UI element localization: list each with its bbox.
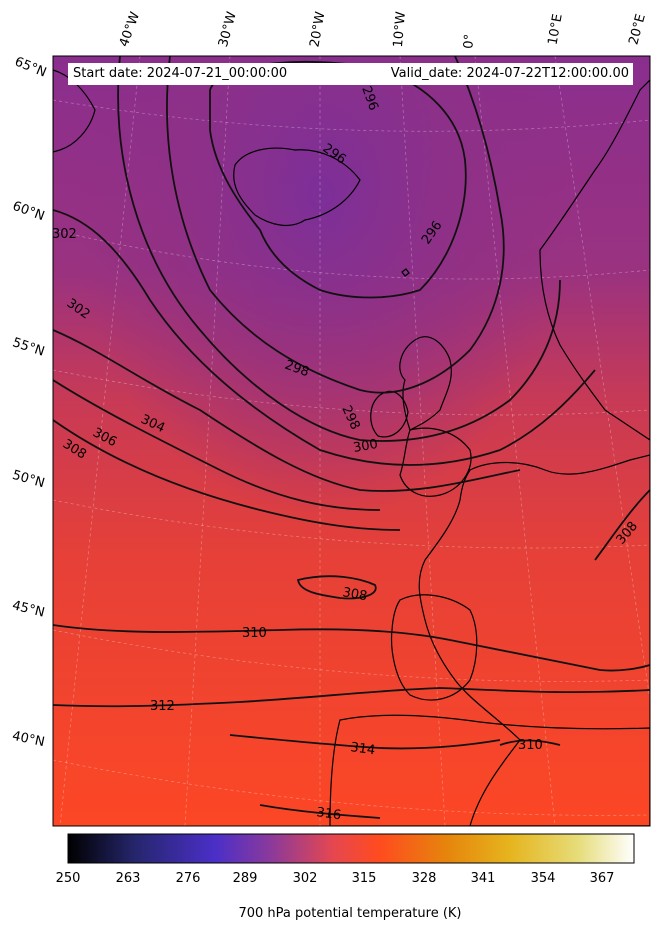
- start-date-label: Start date: 2024-07-21_00:00:00: [73, 66, 288, 81]
- colorbar-tick: 289: [232, 871, 258, 886]
- contour-label: 314: [349, 740, 376, 758]
- contour-label: 310: [518, 738, 543, 753]
- contour-298: [166, 56, 505, 394]
- scotland: [399, 336, 452, 431]
- contour-300: [117, 56, 561, 442]
- coastlines: [53, 69, 650, 826]
- contour-label: 302: [52, 227, 77, 242]
- contour-label: 310: [242, 626, 267, 641]
- contour-306: [53, 379, 381, 511]
- colorbar-tick: 315: [351, 871, 377, 886]
- contour-304: [53, 329, 521, 492]
- iceland: [233, 147, 361, 227]
- britain-south: [399, 427, 472, 497]
- contour-label: 316: [315, 805, 342, 823]
- colorbar-title: 700 hPa potential temperature (K): [238, 906, 462, 921]
- contour-316: [259, 804, 381, 819]
- longitude-label: 10°W: [390, 10, 409, 49]
- contour-310: [53, 624, 650, 672]
- colorbar-tick: 367: [589, 871, 615, 886]
- contour-lines: [53, 56, 650, 819]
- valid-date-label: Valid_date: 2024-07-22T12:00:00.00: [390, 66, 629, 81]
- contour-308-c: [594, 489, 650, 561]
- colorbar-tick: 250: [55, 871, 81, 886]
- contour-label: 308: [341, 585, 368, 604]
- map-frame: [52, 55, 651, 827]
- colorbar-tick: 328: [411, 871, 437, 886]
- colorbar-tick: 341: [470, 871, 496, 886]
- low-pressure-core: [53, 56, 650, 826]
- colorbar-tick: 302: [292, 871, 318, 886]
- map-area: 296 296 296 302 302 298 298 300 304 306 …: [52, 56, 650, 826]
- contour-310-b: [499, 739, 561, 746]
- colorbar-tick: 263: [115, 871, 141, 886]
- faroe-islands: [401, 268, 410, 277]
- contour-label: 300: [352, 437, 379, 456]
- norway: [539, 79, 650, 441]
- colorbar-tick: 354: [530, 871, 556, 886]
- iberia: [390, 594, 478, 701]
- colorbar-tick: 276: [175, 871, 201, 886]
- europe-mainland: [418, 454, 650, 826]
- contour-312: [53, 687, 650, 708]
- contour-308-b: [296, 575, 377, 600]
- longitude-label: 0°: [461, 33, 478, 50]
- contour-label: 312: [150, 699, 175, 714]
- colorbar: [67, 833, 635, 864]
- contour-302: [53, 209, 596, 466]
- graticule: [53, 56, 650, 826]
- contour-314: [229, 734, 501, 750]
- ireland: [370, 390, 409, 438]
- north-africa: [329, 714, 650, 826]
- contour-308: [53, 419, 401, 531]
- date-info-box: Start date: 2024-07-21_00:00:00 Valid_da…: [68, 63, 633, 85]
